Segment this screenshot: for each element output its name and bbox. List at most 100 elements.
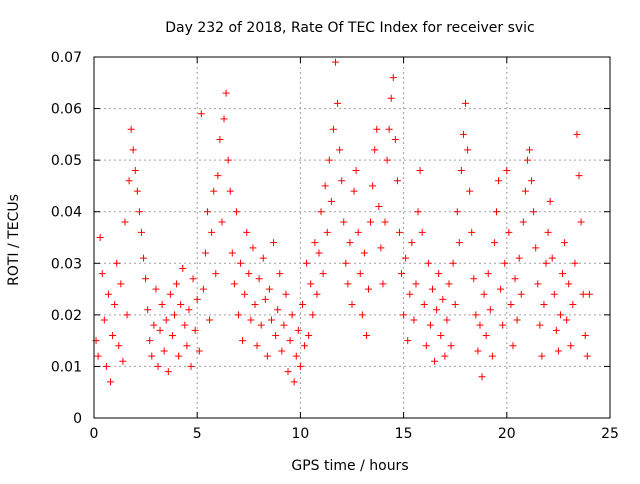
data-point bbox=[416, 166, 424, 174]
data-point bbox=[280, 321, 288, 329]
data-point bbox=[400, 311, 408, 319]
data-point bbox=[144, 306, 152, 314]
data-point bbox=[135, 208, 143, 216]
data-point bbox=[102, 362, 110, 370]
y-tick-label: 0.07 bbox=[51, 50, 82, 66]
data-point bbox=[410, 316, 418, 324]
data-point bbox=[554, 347, 562, 355]
data-point bbox=[96, 234, 104, 241]
y-tick-label: 0.03 bbox=[51, 256, 82, 272]
data-point bbox=[511, 275, 519, 283]
data-point bbox=[160, 347, 168, 355]
data-point bbox=[360, 249, 368, 257]
data-point bbox=[482, 331, 490, 339]
plot-frame bbox=[93, 56, 611, 419]
data-point bbox=[185, 306, 193, 314]
data-point bbox=[189, 275, 197, 283]
data-point bbox=[208, 228, 216, 236]
data-point bbox=[521, 187, 529, 195]
data-point bbox=[402, 254, 410, 262]
data-point bbox=[119, 357, 127, 365]
data-point bbox=[263, 352, 271, 360]
data-point bbox=[321, 182, 329, 190]
data-point bbox=[201, 249, 209, 257]
data-point bbox=[214, 172, 222, 180]
data-point bbox=[336, 146, 344, 154]
y-tick-labels: 0 0.01 0.02 0.03 0.04 0.05 0.06 0.07 bbox=[51, 50, 82, 427]
data-point bbox=[569, 301, 577, 309]
data-point bbox=[492, 208, 500, 216]
data-point bbox=[123, 311, 131, 319]
data-point bbox=[115, 342, 123, 350]
data-point bbox=[435, 270, 443, 278]
data-point bbox=[121, 218, 129, 226]
grid-layer bbox=[94, 57, 610, 418]
data-point bbox=[117, 280, 125, 288]
data-point bbox=[175, 352, 183, 360]
data-point bbox=[581, 331, 589, 339]
data-point bbox=[567, 342, 575, 350]
data-point bbox=[431, 357, 439, 365]
data-point bbox=[294, 326, 302, 334]
data-point bbox=[348, 301, 356, 309]
data-point bbox=[486, 306, 494, 314]
y-tick-label: 0.02 bbox=[51, 308, 82, 324]
data-point bbox=[125, 177, 133, 185]
data-point bbox=[137, 228, 145, 236]
y-tick-label: 0.01 bbox=[51, 359, 82, 375]
data-point bbox=[449, 259, 457, 267]
data-point bbox=[365, 285, 373, 293]
data-point bbox=[393, 177, 401, 185]
data-point bbox=[181, 321, 189, 329]
data-point bbox=[131, 166, 139, 174]
data-point bbox=[327, 197, 335, 205]
x-axis-label: GPS time / hours bbox=[291, 458, 408, 474]
data-point bbox=[573, 130, 581, 138]
data-point bbox=[426, 321, 434, 329]
data-point bbox=[445, 280, 453, 288]
data-point bbox=[480, 290, 488, 298]
data-point bbox=[571, 259, 579, 267]
y-tick-label: 0.06 bbox=[51, 102, 82, 118]
data-point bbox=[474, 347, 482, 355]
data-point bbox=[315, 249, 323, 257]
data-point bbox=[457, 166, 465, 174]
data-point bbox=[577, 218, 585, 226]
data-point bbox=[501, 259, 509, 267]
data-point bbox=[559, 270, 567, 278]
data-point bbox=[505, 228, 513, 236]
data-point bbox=[107, 378, 115, 386]
data-point bbox=[170, 311, 178, 319]
data-point bbox=[206, 316, 214, 324]
data-point bbox=[497, 285, 505, 293]
data-point bbox=[342, 259, 350, 267]
data-point bbox=[389, 74, 397, 82]
data-point bbox=[379, 280, 387, 288]
x-tick-label: 10 bbox=[291, 426, 309, 442]
data-point bbox=[433, 306, 441, 314]
data-point bbox=[546, 197, 554, 205]
data-point bbox=[470, 275, 478, 283]
data-point bbox=[439, 295, 447, 303]
data-point bbox=[583, 352, 591, 360]
data-point bbox=[556, 311, 564, 319]
data-point bbox=[544, 228, 552, 236]
data-point bbox=[100, 316, 108, 324]
y-tick-label: 0 bbox=[73, 411, 82, 427]
data-point bbox=[561, 239, 569, 247]
data-point bbox=[414, 208, 422, 216]
data-point bbox=[162, 316, 170, 324]
data-point bbox=[199, 285, 207, 293]
data-point bbox=[296, 362, 304, 370]
data-point bbox=[166, 290, 174, 298]
data-point bbox=[472, 311, 480, 319]
data-point bbox=[148, 352, 156, 360]
data-point bbox=[113, 259, 121, 267]
data-point bbox=[301, 342, 309, 350]
data-point bbox=[272, 331, 280, 339]
data-point bbox=[428, 285, 436, 293]
data-point bbox=[488, 352, 496, 360]
data-point bbox=[346, 239, 354, 247]
data-point bbox=[585, 290, 593, 298]
data-point bbox=[464, 146, 472, 154]
